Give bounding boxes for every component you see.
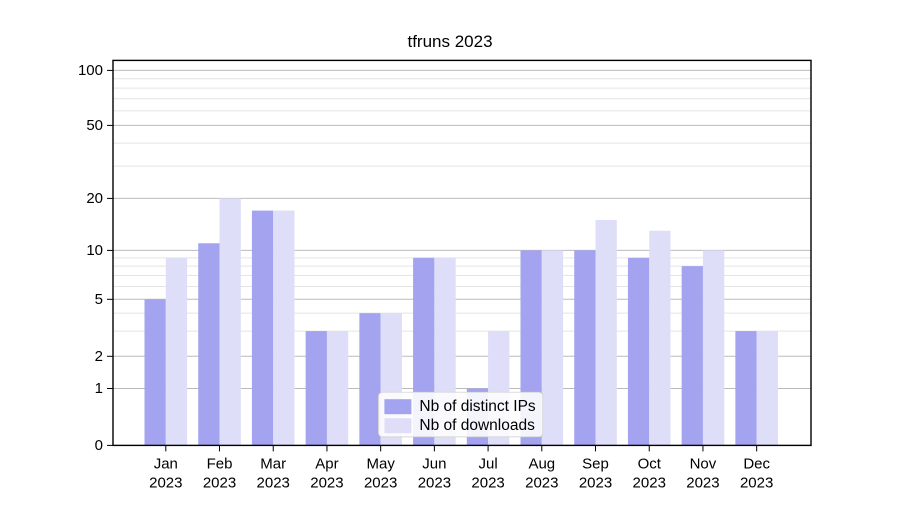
svg-text:10: 10 (86, 242, 103, 259)
svg-text:2023: 2023 (740, 474, 773, 491)
svg-text:2023: 2023 (257, 474, 290, 491)
svg-text:Mar: Mar (260, 455, 286, 472)
svg-text:Aug: Aug (528, 455, 555, 472)
svg-text:Dec: Dec (743, 455, 770, 472)
svg-text:Oct: Oct (638, 455, 662, 472)
svg-text:May: May (366, 455, 395, 472)
svg-text:Nb of downloads: Nb of downloads (419, 417, 535, 434)
svg-text:2023: 2023 (579, 474, 612, 491)
svg-text:2023: 2023 (203, 474, 236, 491)
svg-text:0: 0 (95, 437, 103, 454)
svg-text:2023: 2023 (418, 474, 451, 491)
svg-text:2023: 2023 (471, 474, 504, 491)
svg-text:tfruns 2023: tfruns 2023 (407, 32, 492, 51)
svg-text:1: 1 (95, 380, 103, 397)
svg-text:2023: 2023 (633, 474, 666, 491)
svg-text:Nov: Nov (690, 455, 717, 472)
svg-text:Feb: Feb (207, 455, 233, 472)
svg-text:5: 5 (95, 291, 103, 308)
svg-text:2023: 2023 (525, 474, 558, 491)
svg-text:2: 2 (95, 348, 103, 365)
svg-text:20: 20 (86, 190, 103, 207)
svg-text:Jan: Jan (154, 455, 178, 472)
svg-text:2023: 2023 (686, 474, 719, 491)
svg-text:Apr: Apr (315, 455, 338, 472)
svg-text:Sep: Sep (582, 455, 609, 472)
svg-text:2023: 2023 (364, 474, 397, 491)
svg-text:50: 50 (86, 117, 103, 134)
svg-text:2023: 2023 (149, 474, 182, 491)
svg-text:100: 100 (78, 62, 103, 79)
svg-text:Jun: Jun (422, 455, 446, 472)
svg-text:Jul: Jul (478, 455, 497, 472)
svg-text:Nb of distinct IPs: Nb of distinct IPs (419, 398, 536, 415)
svg-text:2023: 2023 (310, 474, 343, 491)
